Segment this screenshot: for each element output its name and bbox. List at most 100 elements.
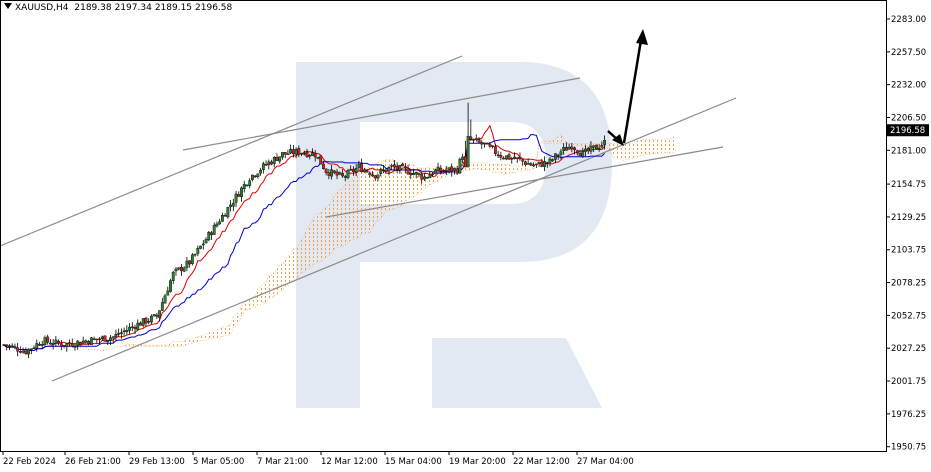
candle-body <box>455 168 459 174</box>
candle-body <box>259 170 263 174</box>
candle-body <box>5 344 9 347</box>
candle-body <box>573 147 576 151</box>
trend-line[interactable] <box>51 97 737 382</box>
candle-body <box>283 152 287 155</box>
candle-body <box>431 173 435 175</box>
candle-body <box>545 162 549 164</box>
candle-body <box>319 155 323 165</box>
candle-body <box>57 340 61 344</box>
candle-body <box>371 174 374 177</box>
candle-body <box>261 163 265 170</box>
candle-body <box>139 322 142 326</box>
senkou-span-b <box>74 136 676 351</box>
close-value: 2196.58 <box>195 3 233 13</box>
trend-line[interactable] <box>0 55 463 247</box>
forecast-up-arrowhead <box>636 29 648 45</box>
candle-body <box>76 340 80 346</box>
candle-body <box>196 247 200 254</box>
candle-body <box>212 224 216 235</box>
candle-body <box>335 171 339 176</box>
candle-body <box>155 314 159 317</box>
candle-body <box>376 174 380 179</box>
time-tick-label: 5 Mar 05:00 <box>193 457 244 467</box>
candle-body <box>453 168 456 171</box>
candle-body <box>600 144 604 148</box>
candle-body <box>190 254 194 264</box>
candlesticks <box>2 102 607 359</box>
candle-body <box>51 343 55 345</box>
candle-body <box>524 161 527 165</box>
candle-body <box>234 193 238 203</box>
candle-body <box>248 180 252 186</box>
candle-body <box>40 344 44 346</box>
candle-body <box>174 268 178 272</box>
candle-body <box>278 156 282 162</box>
candle-body <box>46 336 50 343</box>
candle-body <box>390 165 394 167</box>
candle-body <box>70 343 74 347</box>
candle-body <box>554 153 557 160</box>
candle-body <box>387 167 391 172</box>
candle-body <box>417 173 421 175</box>
trend-lines <box>0 55 737 382</box>
candle-body <box>95 338 99 341</box>
candle-body <box>384 169 388 172</box>
candle-body <box>403 166 407 169</box>
candle-body <box>474 138 478 140</box>
candle-body <box>251 174 254 180</box>
candle-body <box>330 169 333 177</box>
candle-body <box>188 260 192 265</box>
candle-body <box>286 153 290 155</box>
broker-watermark-logo <box>296 62 612 408</box>
time-tick-label: 22 Mar 12:00 <box>513 457 570 467</box>
candle-body <box>485 143 489 145</box>
price-tick-label: 2052.75 <box>891 311 926 321</box>
candle-body <box>245 184 249 187</box>
candle-body <box>515 157 519 159</box>
candle-body <box>201 243 205 246</box>
candle-body <box>332 170 336 173</box>
time-tick-label: 26 Feb 21:00 <box>65 457 121 467</box>
candle-body <box>281 152 284 158</box>
candle-body <box>24 349 28 354</box>
chart-header: XAUUSD,H4 2189.38 2197.34 2189.15 2196.58 <box>4 3 235 13</box>
forecast-down-arrowhead <box>612 134 624 146</box>
candle-body <box>412 173 415 176</box>
candle-body <box>289 149 293 154</box>
candle-body <box>559 151 563 155</box>
candle-body <box>272 156 276 164</box>
symbol-label: XAUUSD,H4 <box>15 3 69 13</box>
time-tick-label: 29 Feb 13:00 <box>129 457 185 467</box>
candle-body <box>442 169 445 172</box>
candle-body <box>362 169 366 173</box>
candle-body <box>343 176 347 178</box>
candle-body <box>406 168 410 175</box>
candle-body <box>357 164 361 168</box>
candle-body <box>521 159 525 162</box>
candle-body <box>562 147 566 151</box>
candle-body <box>483 142 486 145</box>
candle-body <box>510 158 514 160</box>
candle-body <box>466 135 470 168</box>
candle-body <box>360 163 364 173</box>
candle-body <box>163 295 167 304</box>
candle-body <box>92 338 96 340</box>
dropdown-triangle-icon[interactable] <box>4 3 12 9</box>
trend-line[interactable] <box>325 146 724 218</box>
trend-line[interactable] <box>182 77 581 151</box>
candle-body <box>18 351 22 353</box>
candle-body <box>461 156 465 160</box>
time-axis: 22 Feb 2024 26 Feb 21:00 29 Feb 13:00 5 Mar… <box>2 451 634 467</box>
candle-body <box>365 170 369 173</box>
candle-body <box>150 315 153 323</box>
candle-body <box>395 165 399 170</box>
candle-body <box>43 337 47 345</box>
candle-body <box>322 163 325 170</box>
candle-body <box>414 172 418 175</box>
candle-body <box>32 347 36 350</box>
candle-body <box>401 163 404 167</box>
candle-body <box>496 154 500 157</box>
candle-body <box>106 339 110 343</box>
time-tick-label: 15 Mar 04:00 <box>385 457 442 467</box>
